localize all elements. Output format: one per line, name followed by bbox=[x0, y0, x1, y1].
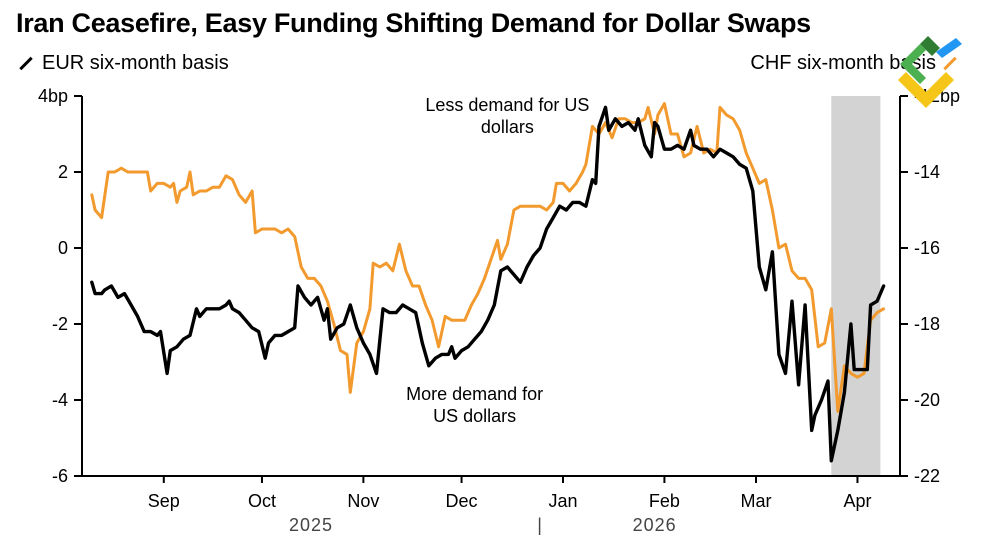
chart-title: Iran Ceasefire, Easy Funding Shifting De… bbox=[16, 8, 811, 38]
x-tick-label: Sep bbox=[148, 491, 180, 511]
right-tick-label: -20 bbox=[914, 390, 940, 410]
left-tick-label: -6 bbox=[52, 466, 68, 486]
legend-eur-label: EUR six-month basis bbox=[42, 52, 229, 74]
chf-series-line bbox=[90, 102, 886, 413]
series-layer bbox=[90, 102, 886, 463]
x-tick-label: Mar bbox=[741, 491, 772, 511]
x-tick-label: Jan bbox=[548, 491, 577, 511]
left-tick-label: 4bp bbox=[38, 86, 68, 106]
x-year-label: 2025 bbox=[289, 515, 333, 535]
left-tick-label: -2 bbox=[52, 314, 68, 334]
x-tick-label: Dec bbox=[446, 491, 478, 511]
right-tick-label: -22 bbox=[914, 466, 940, 486]
right-axis: -12bp-14-16-18-20-22 bbox=[899, 86, 960, 486]
legend-chf: CHF six-month basis bbox=[750, 52, 958, 75]
annotation-text: More demand for bbox=[406, 384, 543, 404]
x-tick-label: Apr bbox=[843, 491, 871, 511]
x-tick-label: Nov bbox=[347, 491, 379, 511]
right-tick-label: -14 bbox=[914, 162, 940, 182]
annotation-text: Less demand for US bbox=[425, 95, 589, 115]
left-tick-label: 0 bbox=[58, 238, 68, 258]
x-tick-label: Feb bbox=[649, 491, 680, 511]
legend-eur: EUR six-month basis bbox=[18, 52, 229, 75]
annotation-text: dollars bbox=[481, 117, 534, 137]
x-tick-label: Oct bbox=[248, 491, 276, 511]
left-tick-label: 2 bbox=[58, 162, 68, 182]
watermark-logo bbox=[898, 36, 962, 108]
x-year-label: 2026 bbox=[633, 515, 677, 535]
eur-series-line bbox=[90, 105, 886, 463]
right-tick-label: -18 bbox=[914, 314, 940, 334]
x-year-label: | bbox=[537, 515, 543, 535]
x-axis: Sep Oct Nov Dec Jan Feb Mar Apr 2025 | 2026 bbox=[82, 475, 900, 535]
right-tick-label: -16 bbox=[914, 238, 940, 258]
legend-chf-label: CHF six-month basis bbox=[750, 52, 936, 74]
annotation-text: US dollars bbox=[433, 406, 516, 426]
left-axis: 4bp 2 0 -2 -4 -6 bbox=[38, 86, 83, 486]
left-tick-label: -4 bbox=[52, 390, 68, 410]
